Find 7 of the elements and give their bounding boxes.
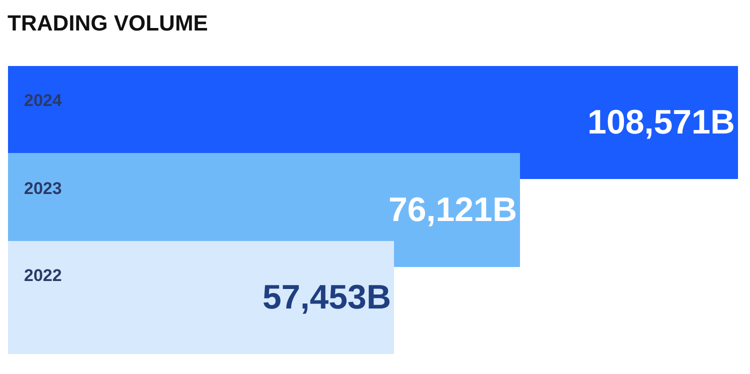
data-label: 57,453B <box>262 278 391 316</box>
y-tick-label: 2024 <box>24 91 62 110</box>
data-label: 76,121B <box>388 191 517 229</box>
data-label: 108,571B <box>588 104 735 142</box>
chart-title: TRADING VOLUME <box>8 10 208 36</box>
y-tick-label: 2023 <box>24 179 62 198</box>
y-tick-label: 2022 <box>24 266 62 285</box>
